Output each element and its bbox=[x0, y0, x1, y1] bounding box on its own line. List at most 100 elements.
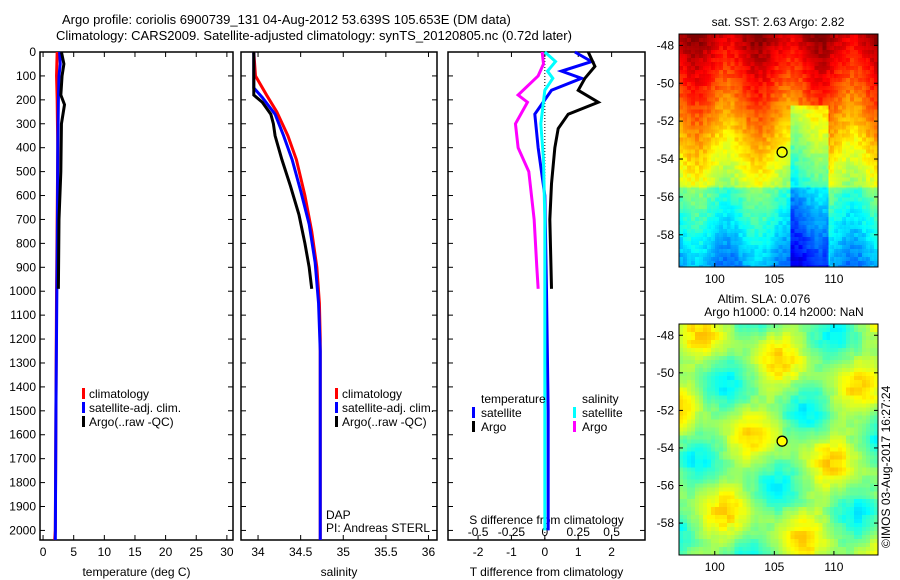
sla-map-title: Altim. SLA: 0.076 bbox=[718, 292, 811, 306]
legend-swatch bbox=[573, 407, 576, 418]
y-tick-label: -58 bbox=[657, 516, 675, 530]
x-tick-label: 100 bbox=[705, 560, 725, 574]
legend-label: Argo bbox=[582, 420, 608, 434]
legend-label: satellite-adj. clim. bbox=[342, 401, 434, 415]
x-tick-label: 5 bbox=[70, 545, 77, 559]
legend-label: satellite-adj. clim. bbox=[89, 401, 181, 415]
y-tick-label: 700 bbox=[16, 212, 36, 226]
y-tick-label: -50 bbox=[657, 366, 675, 380]
y-tick-label: 1000 bbox=[9, 284, 36, 298]
y-tick-label: 900 bbox=[16, 260, 36, 274]
x2-tick-label: 0.25 bbox=[567, 525, 591, 539]
y-tick-label: -56 bbox=[657, 190, 675, 204]
x-tick-label: 36 bbox=[422, 545, 436, 559]
x-tick-label: 0 bbox=[40, 545, 47, 559]
title-line2: Climatology: CARS2009. Satellite-adjuste… bbox=[56, 28, 572, 43]
x-tick-label: 35 bbox=[337, 545, 351, 559]
watermark: ©IMOS 03-Aug-2017 16:27:24 bbox=[879, 385, 893, 548]
x-tick-label: 110 bbox=[824, 560, 843, 574]
legend-swatch bbox=[82, 416, 85, 427]
map-frame-sla-map bbox=[678, 323, 879, 556]
sst-map-title: sat. SST: 2.63 Argo: 2.82 bbox=[712, 15, 845, 29]
y-tick-label: 1400 bbox=[9, 380, 36, 394]
legend-label: satellite bbox=[582, 406, 623, 420]
series-line-s-argo bbox=[513, 51, 546, 289]
series-line-s-satellite bbox=[539, 50, 558, 531]
legend-swatch bbox=[335, 416, 338, 427]
y-tick-label: 600 bbox=[16, 189, 36, 203]
y-tick-label: 400 bbox=[16, 141, 36, 155]
argo-position-marker bbox=[776, 146, 788, 158]
x-tick-label: 34 bbox=[251, 545, 265, 559]
y-tick-label: 1600 bbox=[9, 428, 36, 442]
x2-tick-label: -0.5 bbox=[468, 525, 489, 539]
y-tick-label: 1700 bbox=[9, 452, 36, 466]
x-tick-label: -2 bbox=[473, 545, 484, 559]
legend-title: salinity bbox=[582, 392, 619, 406]
x-tick-label: 0 bbox=[541, 545, 548, 559]
x-tick-label: 20 bbox=[159, 545, 173, 559]
sla-map-subtitle: Argo h1000: 0.14 h2000: NaN bbox=[704, 305, 863, 319]
legend-label: Argo(..raw -QC) bbox=[342, 415, 427, 429]
legend-swatch bbox=[573, 421, 576, 432]
y-tick-label: -52 bbox=[657, 403, 675, 417]
legend-title: temperature bbox=[481, 392, 546, 406]
x2-tick-label: -0.25 bbox=[498, 525, 526, 539]
argo-position-marker bbox=[776, 435, 788, 447]
x-axis-label: salinity bbox=[321, 565, 358, 579]
y-tick-label: 200 bbox=[16, 93, 36, 107]
sst-heatmap bbox=[679, 34, 878, 267]
x-tick-label: 105 bbox=[764, 272, 784, 286]
legend-swatch bbox=[335, 402, 338, 413]
x-tick-label: 110 bbox=[824, 272, 843, 286]
y-tick-label: 500 bbox=[16, 165, 36, 179]
legend-label: satellite bbox=[481, 406, 522, 420]
series-line-argo bbox=[56, 51, 67, 289]
legend-label: Argo bbox=[481, 420, 507, 434]
y-tick-label: -50 bbox=[657, 76, 675, 90]
y-tick-label: 100 bbox=[16, 69, 36, 83]
x-tick-label: 1 bbox=[575, 545, 582, 559]
y-tick-label: -54 bbox=[657, 441, 675, 455]
x-tick-label: 30 bbox=[220, 545, 234, 559]
annotation-dap: DAP bbox=[326, 508, 351, 522]
y-tick-label: 1500 bbox=[9, 404, 36, 418]
y-tick-label: 300 bbox=[16, 117, 36, 131]
y-tick-label: -56 bbox=[657, 479, 675, 493]
y-tick-label: 1900 bbox=[9, 500, 36, 514]
x-tick-label: 2 bbox=[608, 545, 615, 559]
series-line-t-satellite bbox=[533, 50, 596, 531]
title-line1: Argo profile: coriolis 6900739_131 04-Au… bbox=[62, 12, 511, 27]
series-line-satellite-adj-clim- bbox=[53, 51, 62, 541]
y-tick-label: 2000 bbox=[9, 523, 36, 537]
y-tick-label: 0 bbox=[29, 45, 36, 59]
map-frame-sst-map bbox=[678, 33, 879, 268]
x-tick-label: 35.5 bbox=[374, 545, 398, 559]
x-tick-label: 25 bbox=[190, 545, 204, 559]
x2-axis-label: S difference from climatology bbox=[469, 513, 624, 527]
legend-swatch bbox=[82, 388, 85, 399]
series-line-argo bbox=[252, 52, 314, 290]
x-tick-label: 105 bbox=[764, 560, 784, 574]
x2-tick-label: 0.5 bbox=[603, 525, 620, 539]
y-tick-label: 1200 bbox=[9, 332, 36, 346]
legend-swatch bbox=[472, 421, 475, 432]
x2-tick-label: 0 bbox=[541, 525, 548, 539]
x-tick-label: -1 bbox=[506, 545, 517, 559]
annotation-pi: PI: Andreas STERL bbox=[326, 521, 430, 535]
y-tick-label: 1100 bbox=[10, 308, 36, 322]
y-tick-label: 800 bbox=[16, 236, 36, 250]
legend-swatch bbox=[472, 407, 475, 418]
legend-swatch bbox=[82, 402, 85, 413]
y-tick-label: -52 bbox=[657, 114, 675, 128]
x-axis-label: temperature (deg C) bbox=[82, 565, 190, 579]
y-tick-label: -48 bbox=[657, 328, 675, 342]
legend-label: climatology bbox=[89, 387, 149, 401]
y-tick-label: -58 bbox=[657, 228, 675, 242]
x-axis-label: T difference from climatology bbox=[470, 565, 624, 579]
axes-frame-temperature bbox=[39, 51, 234, 541]
series-line-satellite-adj-clim- bbox=[252, 52, 322, 540]
